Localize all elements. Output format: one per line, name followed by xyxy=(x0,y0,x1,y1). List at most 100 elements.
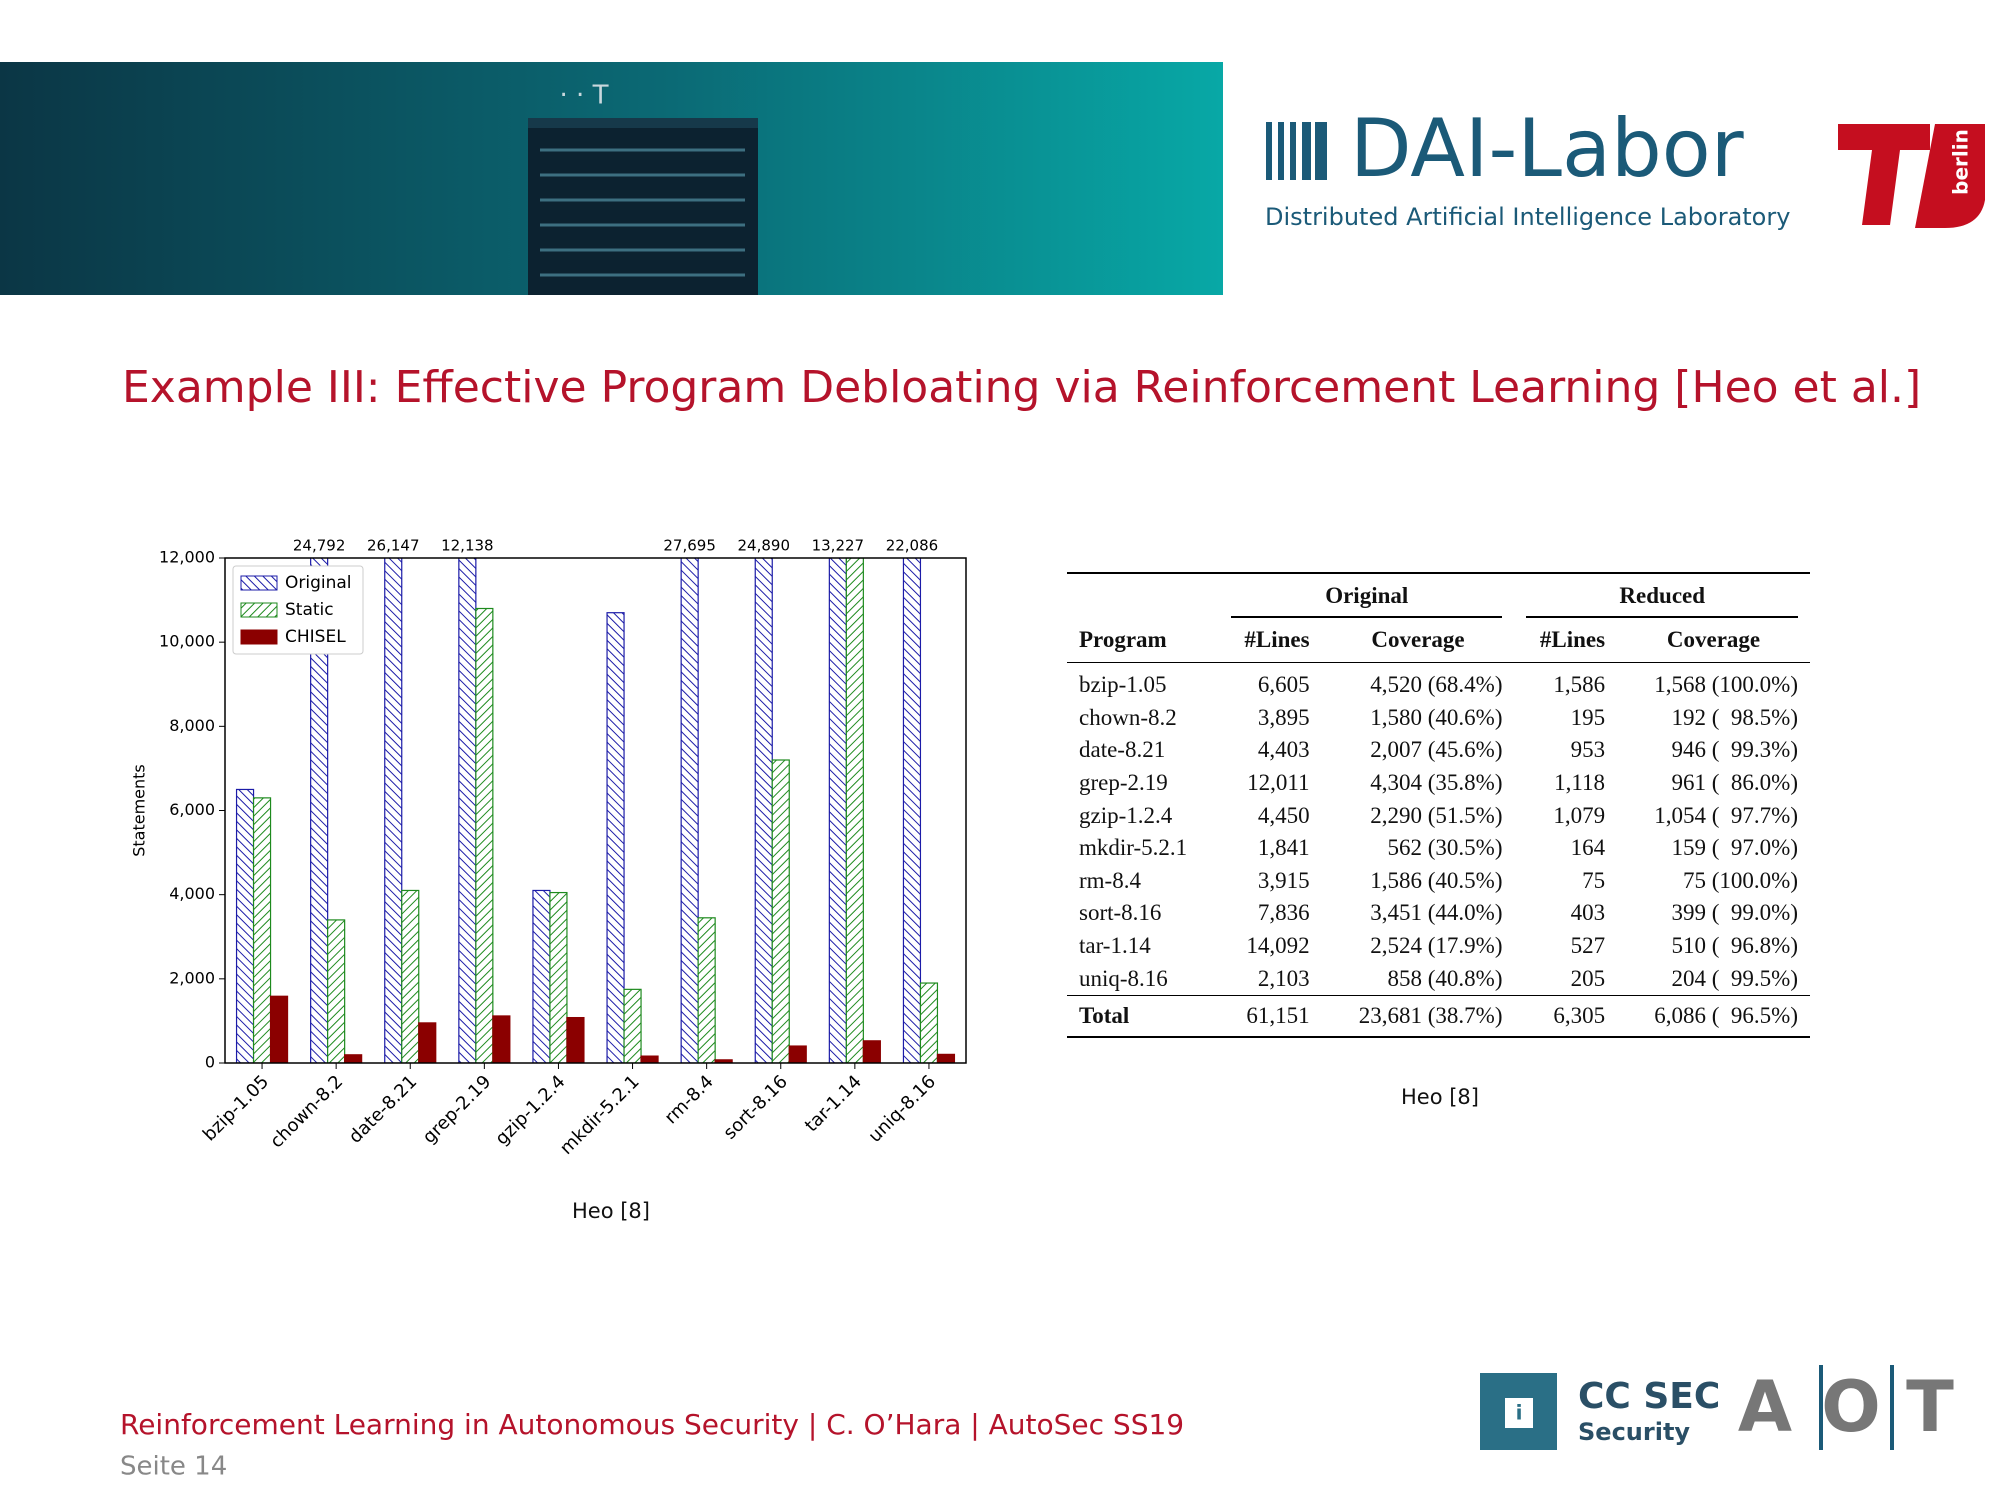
table-header: Program xyxy=(1079,627,1167,652)
table-row: grep-2.19 12,011 4,304 (35.8%) 1,118 961 ( 8… xyxy=(1067,767,1810,800)
legend-swatch xyxy=(240,629,278,645)
lab-subtitle: Distributed Artificial Intelligence Labo… xyxy=(1265,203,1790,231)
bar xyxy=(344,1054,363,1063)
bar xyxy=(475,607,494,1063)
value-label: 24,890 xyxy=(738,537,791,555)
table-cell: Total xyxy=(1079,1002,1130,1028)
legend-label: Static xyxy=(285,600,334,620)
bar xyxy=(845,558,864,1063)
table-cell: 195 xyxy=(1570,704,1606,730)
bar xyxy=(828,558,847,1063)
x-tick-label: gzip-1.2.4 xyxy=(491,1071,569,1149)
bar xyxy=(566,1016,585,1063)
table-cell: 159 ( 97.0%) xyxy=(1671,835,1798,861)
x-tick-label: rm-8.4 xyxy=(661,1071,718,1128)
table-cell: 3,451 (44.0%) xyxy=(1370,900,1503,926)
table-row: mkdir-5.2.1 1,841 562 (30.5%) 164 159 ( 97.0… xyxy=(1067,832,1810,865)
bar xyxy=(269,995,289,1063)
table-cell: 6,086 ( 96.5%) xyxy=(1654,1002,1798,1028)
table-row: sort-8.16 7,836 3,451 (44.0%) 403 399 ( 99.0… xyxy=(1067,897,1810,930)
footer-text: Reinforcement Learning in Autonomous Sec… xyxy=(120,1408,1184,1441)
table-cell: gzip-1.2.4 xyxy=(1079,802,1173,828)
table-cell: 4,450 xyxy=(1257,802,1310,828)
bar xyxy=(623,988,642,1063)
table-cell: 953 xyxy=(1570,737,1606,763)
table-header: Original xyxy=(1219,573,1515,618)
aot-letter: T xyxy=(1906,1366,1954,1448)
table-cell: 14,092 xyxy=(1246,933,1310,959)
table-cell: mkdir-5.2.1 xyxy=(1079,835,1188,861)
bar xyxy=(235,788,255,1063)
bar xyxy=(697,917,716,1063)
ccsec-logo: i xyxy=(1480,1373,1557,1450)
table-header: Coverage xyxy=(1371,627,1465,652)
bar xyxy=(680,558,699,1063)
table-cell: 75 xyxy=(1582,867,1606,893)
table-cell: 61,151 xyxy=(1246,1002,1310,1028)
legend-label: CHISEL xyxy=(285,627,346,647)
value-label: 13,227 xyxy=(812,537,865,555)
value-label: 12,138 xyxy=(441,537,494,555)
table-row: uniq-8.16 2,103 858 (40.8%) 205 204 ( 99.5%) xyxy=(1067,962,1810,995)
table-cell: 399 ( 99.0%) xyxy=(1671,900,1798,926)
table-cell: 1,054 ( 97.7%) xyxy=(1654,802,1798,828)
dai-logo xyxy=(1266,122,1327,180)
table-header: #Lines xyxy=(1539,627,1606,652)
y-tick-label: 0 xyxy=(205,1053,215,1072)
x-tick-label: grep-2.19 xyxy=(419,1071,496,1148)
table-cell: 6,605 xyxy=(1257,672,1310,698)
bar xyxy=(902,558,922,1063)
legend-label: Original xyxy=(285,573,352,593)
table-row: chown-8.2 3,895 1,580 (40.6%) 195 192 ( 98.5… xyxy=(1067,702,1810,735)
table-cell: 192 ( 98.5%) xyxy=(1671,704,1798,730)
bar xyxy=(936,1053,956,1063)
table-cell: 1,586 (40.5%) xyxy=(1370,867,1503,893)
x-tick-label: sort-8.16 xyxy=(719,1071,791,1143)
logo-sub: Security xyxy=(1578,1418,1690,1446)
aot-letter: A xyxy=(1738,1366,1792,1448)
table-cell: 204 ( 99.5%) xyxy=(1671,965,1798,991)
table-cell: 164 xyxy=(1570,835,1606,861)
table-cell: 4,304 (35.8%) xyxy=(1370,770,1503,796)
bar xyxy=(862,1040,881,1063)
table-cell: 1,118 xyxy=(1554,770,1606,796)
table-cell: 4,403 xyxy=(1257,737,1310,763)
table-row: Total 61,151 23,681 (38.7%) 6,305 6,086 ( 96… xyxy=(1067,995,1810,1037)
table-cell: 205 xyxy=(1570,965,1606,991)
y-tick-label: 8,000 xyxy=(169,716,215,735)
table-caption: Heo [8] xyxy=(1401,1085,1479,1109)
table-cell: uniq-8.16 xyxy=(1079,965,1168,991)
table-cell: chown-8.2 xyxy=(1079,704,1177,730)
table-cell: 7,836 xyxy=(1257,900,1310,926)
y-axis-label: Statements xyxy=(130,764,149,857)
bar xyxy=(327,919,346,1063)
aot-letter: O xyxy=(1821,1366,1881,1448)
value-label: 27,695 xyxy=(663,537,716,555)
table-header: Coverage xyxy=(1666,627,1761,652)
bar xyxy=(754,558,773,1063)
university-tag: berlin xyxy=(1949,129,1973,195)
x-tick-label: bzip-1.05 xyxy=(199,1071,273,1145)
bar xyxy=(714,1059,733,1063)
table-cell: tar-1.14 xyxy=(1079,933,1151,959)
bar xyxy=(788,1045,807,1063)
bar xyxy=(252,797,272,1063)
table-cell: 961 ( 86.0%) xyxy=(1671,770,1798,796)
value-label: 26,147 xyxy=(367,537,420,555)
table-cell: 3,915 xyxy=(1257,867,1310,893)
table-cell: 562 (30.5%) xyxy=(1387,835,1503,861)
table-cell: 1,586 xyxy=(1553,672,1606,698)
table-cell: grep-2.19 xyxy=(1079,770,1168,796)
bar xyxy=(919,982,939,1063)
lab-name: DAI-Labor xyxy=(1350,102,1744,195)
table-row: tar-1.14 14,092 2,524 (17.9%) 527 510 ( 96.8… xyxy=(1067,930,1810,963)
bar xyxy=(458,558,477,1063)
table-row: gzip-1.2.4 4,450 2,290 (51.5%) 1,079 1,054 (… xyxy=(1067,799,1810,832)
bar xyxy=(606,612,625,1063)
bar xyxy=(549,891,568,1063)
table-row: rm-8.4 3,915 1,586 (40.5%) 75 75 (100.0%) xyxy=(1067,865,1810,898)
y-tick-label: 4,000 xyxy=(169,884,215,903)
y-tick-label: 6,000 xyxy=(169,800,215,819)
